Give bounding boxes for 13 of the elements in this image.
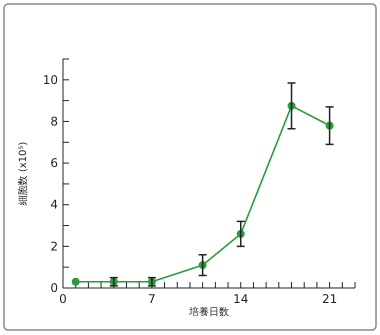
y-tick-label: 0: [50, 281, 58, 295]
y-tick-label: 2: [50, 239, 58, 254]
y-tick-label: 4: [50, 198, 58, 212]
y-axis-title: 細胞数 (x10⁵): [17, 142, 29, 206]
y-tick-label: 6: [50, 156, 58, 170]
x-tick-label: 14: [233, 292, 248, 306]
x-tick-label: 21: [322, 292, 338, 306]
y-tick-label: 8: [50, 114, 58, 128]
x-axis-title: 培養日数: [188, 306, 229, 318]
x-tick-label: 7: [148, 292, 156, 306]
point: [72, 278, 80, 286]
y-tick-label: 10: [42, 72, 58, 87]
x-tick-label: 0: [59, 292, 67, 306]
